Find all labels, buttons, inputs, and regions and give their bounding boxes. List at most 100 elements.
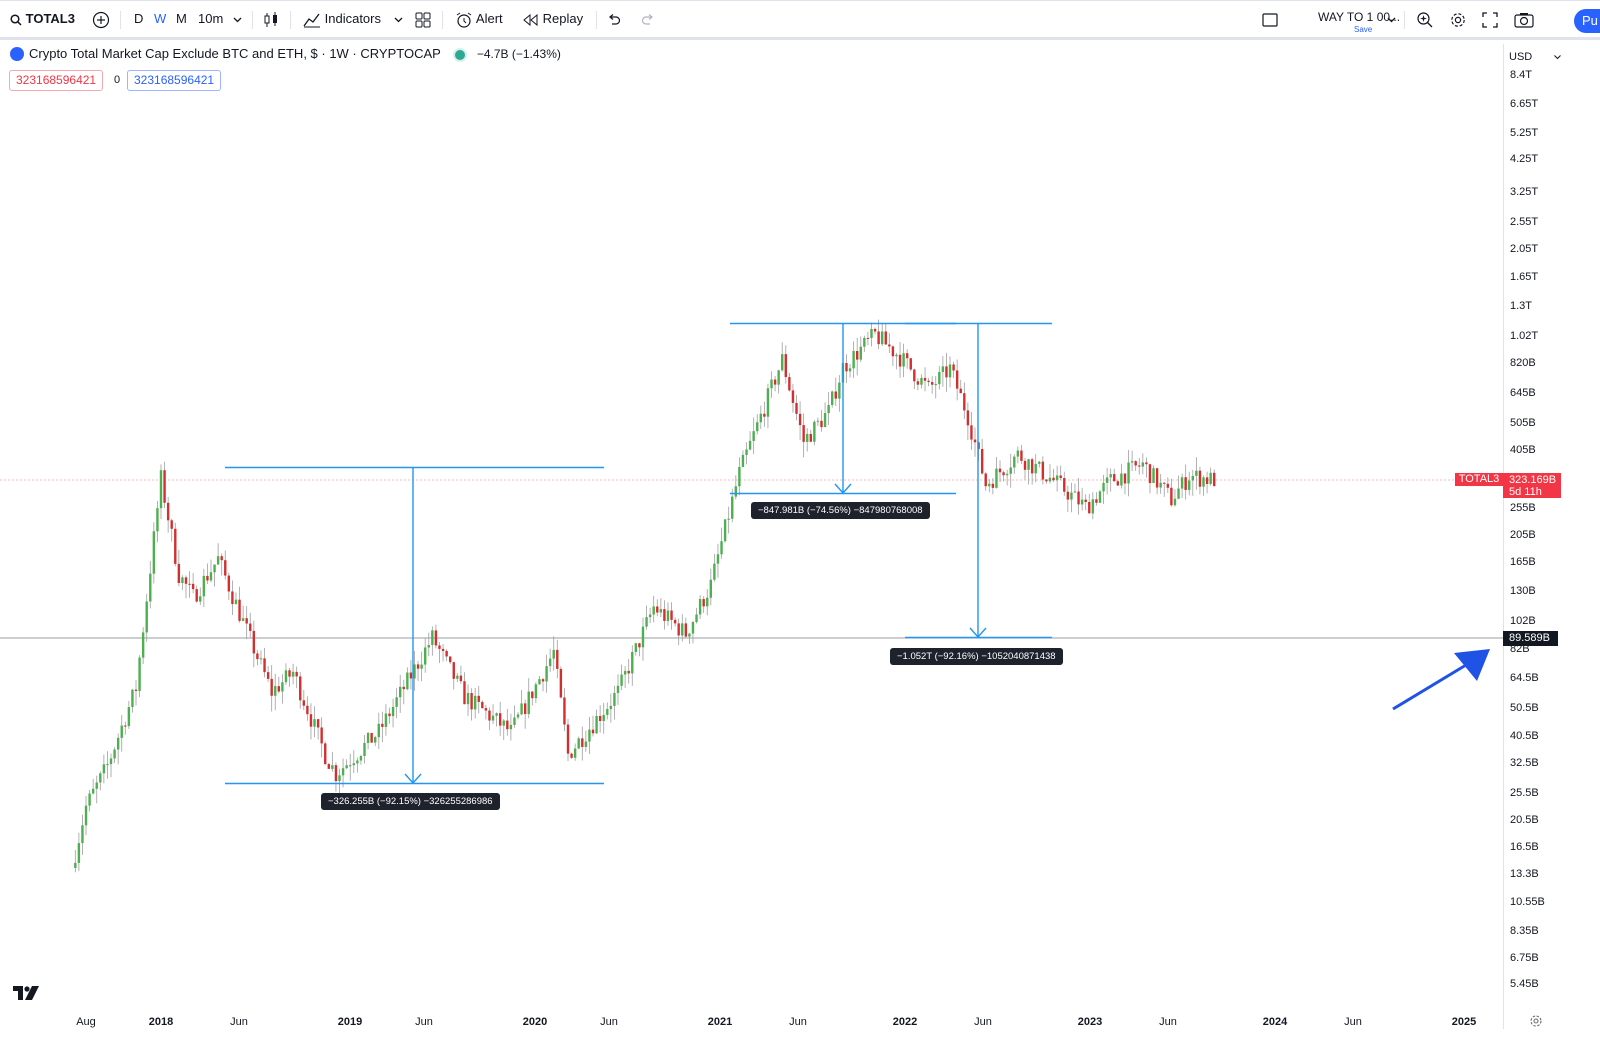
replay-label: Replay	[542, 11, 584, 26]
candle-body	[456, 675, 459, 679]
timeframe-10m[interactable]: 10m	[198, 11, 224, 26]
candle-body	[1070, 492, 1073, 500]
candle-body	[952, 364, 955, 371]
alert-button[interactable]: Alert	[455, 1, 503, 37]
last-price-symbol-tag: TOTAL3	[1455, 473, 1503, 486]
candle-body	[806, 433, 809, 442]
candle-body	[416, 664, 420, 669]
market-status-dot[interactable]	[454, 49, 465, 60]
undo-button[interactable]	[607, 1, 621, 37]
tradingview-logo[interactable]	[12, 984, 40, 1007]
candle-body	[384, 713, 388, 727]
timeframe-d[interactable]: D	[134, 11, 144, 26]
candle-body	[688, 633, 691, 637]
chart-pane[interactable]	[0, 44, 1503, 1016]
candle-body	[345, 765, 348, 769]
replay-button[interactable]: Replay	[523, 1, 583, 37]
candle-body	[1041, 461, 1045, 480]
candle-body	[145, 601, 148, 633]
candle-body	[702, 599, 705, 607]
arrow-drawing[interactable]	[1392, 649, 1490, 711]
candle-body	[656, 606, 659, 613]
candle-body	[423, 647, 427, 665]
time-tick: 2023	[1077, 1016, 1103, 1028]
candle-body	[91, 788, 95, 794]
candle-body	[663, 609, 666, 621]
candle-body	[370, 732, 373, 743]
candle-body	[452, 662, 455, 679]
timeframe-w[interactable]: W	[154, 11, 167, 26]
candle-body	[277, 686, 281, 692]
timeframe-dropdown[interactable]	[233, 1, 242, 37]
candle-body	[459, 675, 463, 682]
price-tick: 255B	[1510, 502, 1536, 514]
layout-dropdown[interactable]	[1387, 1, 1396, 37]
settings-button[interactable]	[1449, 1, 1467, 37]
layout-name: WAY TO 1 00...	[1318, 10, 1401, 24]
candle-body	[631, 651, 634, 674]
price-tick: 102B	[1510, 615, 1536, 627]
compare-symbol-button[interactable]	[92, 1, 110, 37]
chart-legend[interactable]: Crypto Total Market Cap Exclude BTC and …	[10, 46, 561, 66]
candle-body	[441, 648, 445, 651]
measure-drawing-2021[interactable]	[730, 322, 956, 495]
candle-body	[545, 666, 548, 682]
measure-drawing-2022[interactable]	[905, 322, 1052, 639]
candle-body	[438, 645, 441, 649]
candle-body	[195, 589, 198, 602]
candle-body	[506, 720, 509, 730]
candle-body	[213, 564, 216, 573]
layout-toggle-button[interactable]	[1262, 1, 1278, 37]
chart-type-button[interactable]	[263, 1, 279, 37]
candle-body	[520, 703, 523, 715]
price-tick: 13.3B	[1510, 868, 1539, 880]
candle-body	[131, 689, 134, 708]
candle-body	[149, 573, 152, 602]
candle-body	[1202, 477, 1205, 487]
snapshot-button[interactable]	[1514, 1, 1534, 37]
redo-button[interactable]	[641, 1, 655, 37]
templates-button[interactable]	[415, 1, 431, 37]
candle-body	[513, 717, 516, 725]
candle-body	[720, 541, 723, 555]
layout-save-label[interactable]: Save	[1354, 25, 1373, 34]
candle-body	[788, 377, 791, 391]
indicators-dropdown[interactable]	[394, 1, 403, 37]
candle-body	[998, 468, 1002, 473]
candles-icon	[264, 11, 277, 27]
gear-icon	[1451, 12, 1465, 27]
crosshair-price-label: 89.589B	[1503, 631, 1558, 646]
measure-drawing-2018[interactable]	[225, 466, 604, 785]
candle-body	[473, 695, 477, 710]
square-icon	[1262, 12, 1278, 27]
grid-icon	[415, 12, 431, 28]
candle-body	[534, 684, 538, 699]
ohlc-value-blue: 323168596421	[127, 70, 222, 91]
candle-body	[684, 623, 688, 637]
candle-body	[1038, 461, 1041, 464]
price-tick: 5.45B	[1510, 978, 1539, 990]
candle-body	[706, 597, 709, 607]
candle-body	[509, 724, 513, 730]
price-tick: 8.4T	[1510, 69, 1533, 81]
candle-body	[895, 354, 898, 357]
price-scale[interactable]	[1503, 44, 1600, 1029]
candle-body	[773, 379, 777, 385]
scale-settings-button[interactable]	[1529, 1014, 1543, 1031]
candle-body	[174, 528, 177, 564]
candle-body	[791, 390, 795, 403]
publish-button[interactable]: Pu	[1574, 9, 1600, 33]
candle-body	[552, 649, 555, 659]
candle-body	[470, 693, 473, 710]
currency-button[interactable]: USD	[1509, 48, 1563, 66]
candle-body	[745, 449, 748, 455]
quick-search-button[interactable]	[1416, 1, 1434, 37]
price-tick: 10.55B	[1510, 896, 1545, 908]
symbol-search-button[interactable]: TOTAL3	[10, 1, 75, 37]
fullscreen-button[interactable]	[1482, 1, 1498, 37]
indicators-button[interactable]: Indicators	[303, 1, 381, 37]
candle-body	[1127, 462, 1130, 484]
candle-body	[331, 765, 334, 769]
tradingview-logo-icon	[13, 986, 39, 1000]
timeframe-m[interactable]: M	[176, 11, 187, 26]
